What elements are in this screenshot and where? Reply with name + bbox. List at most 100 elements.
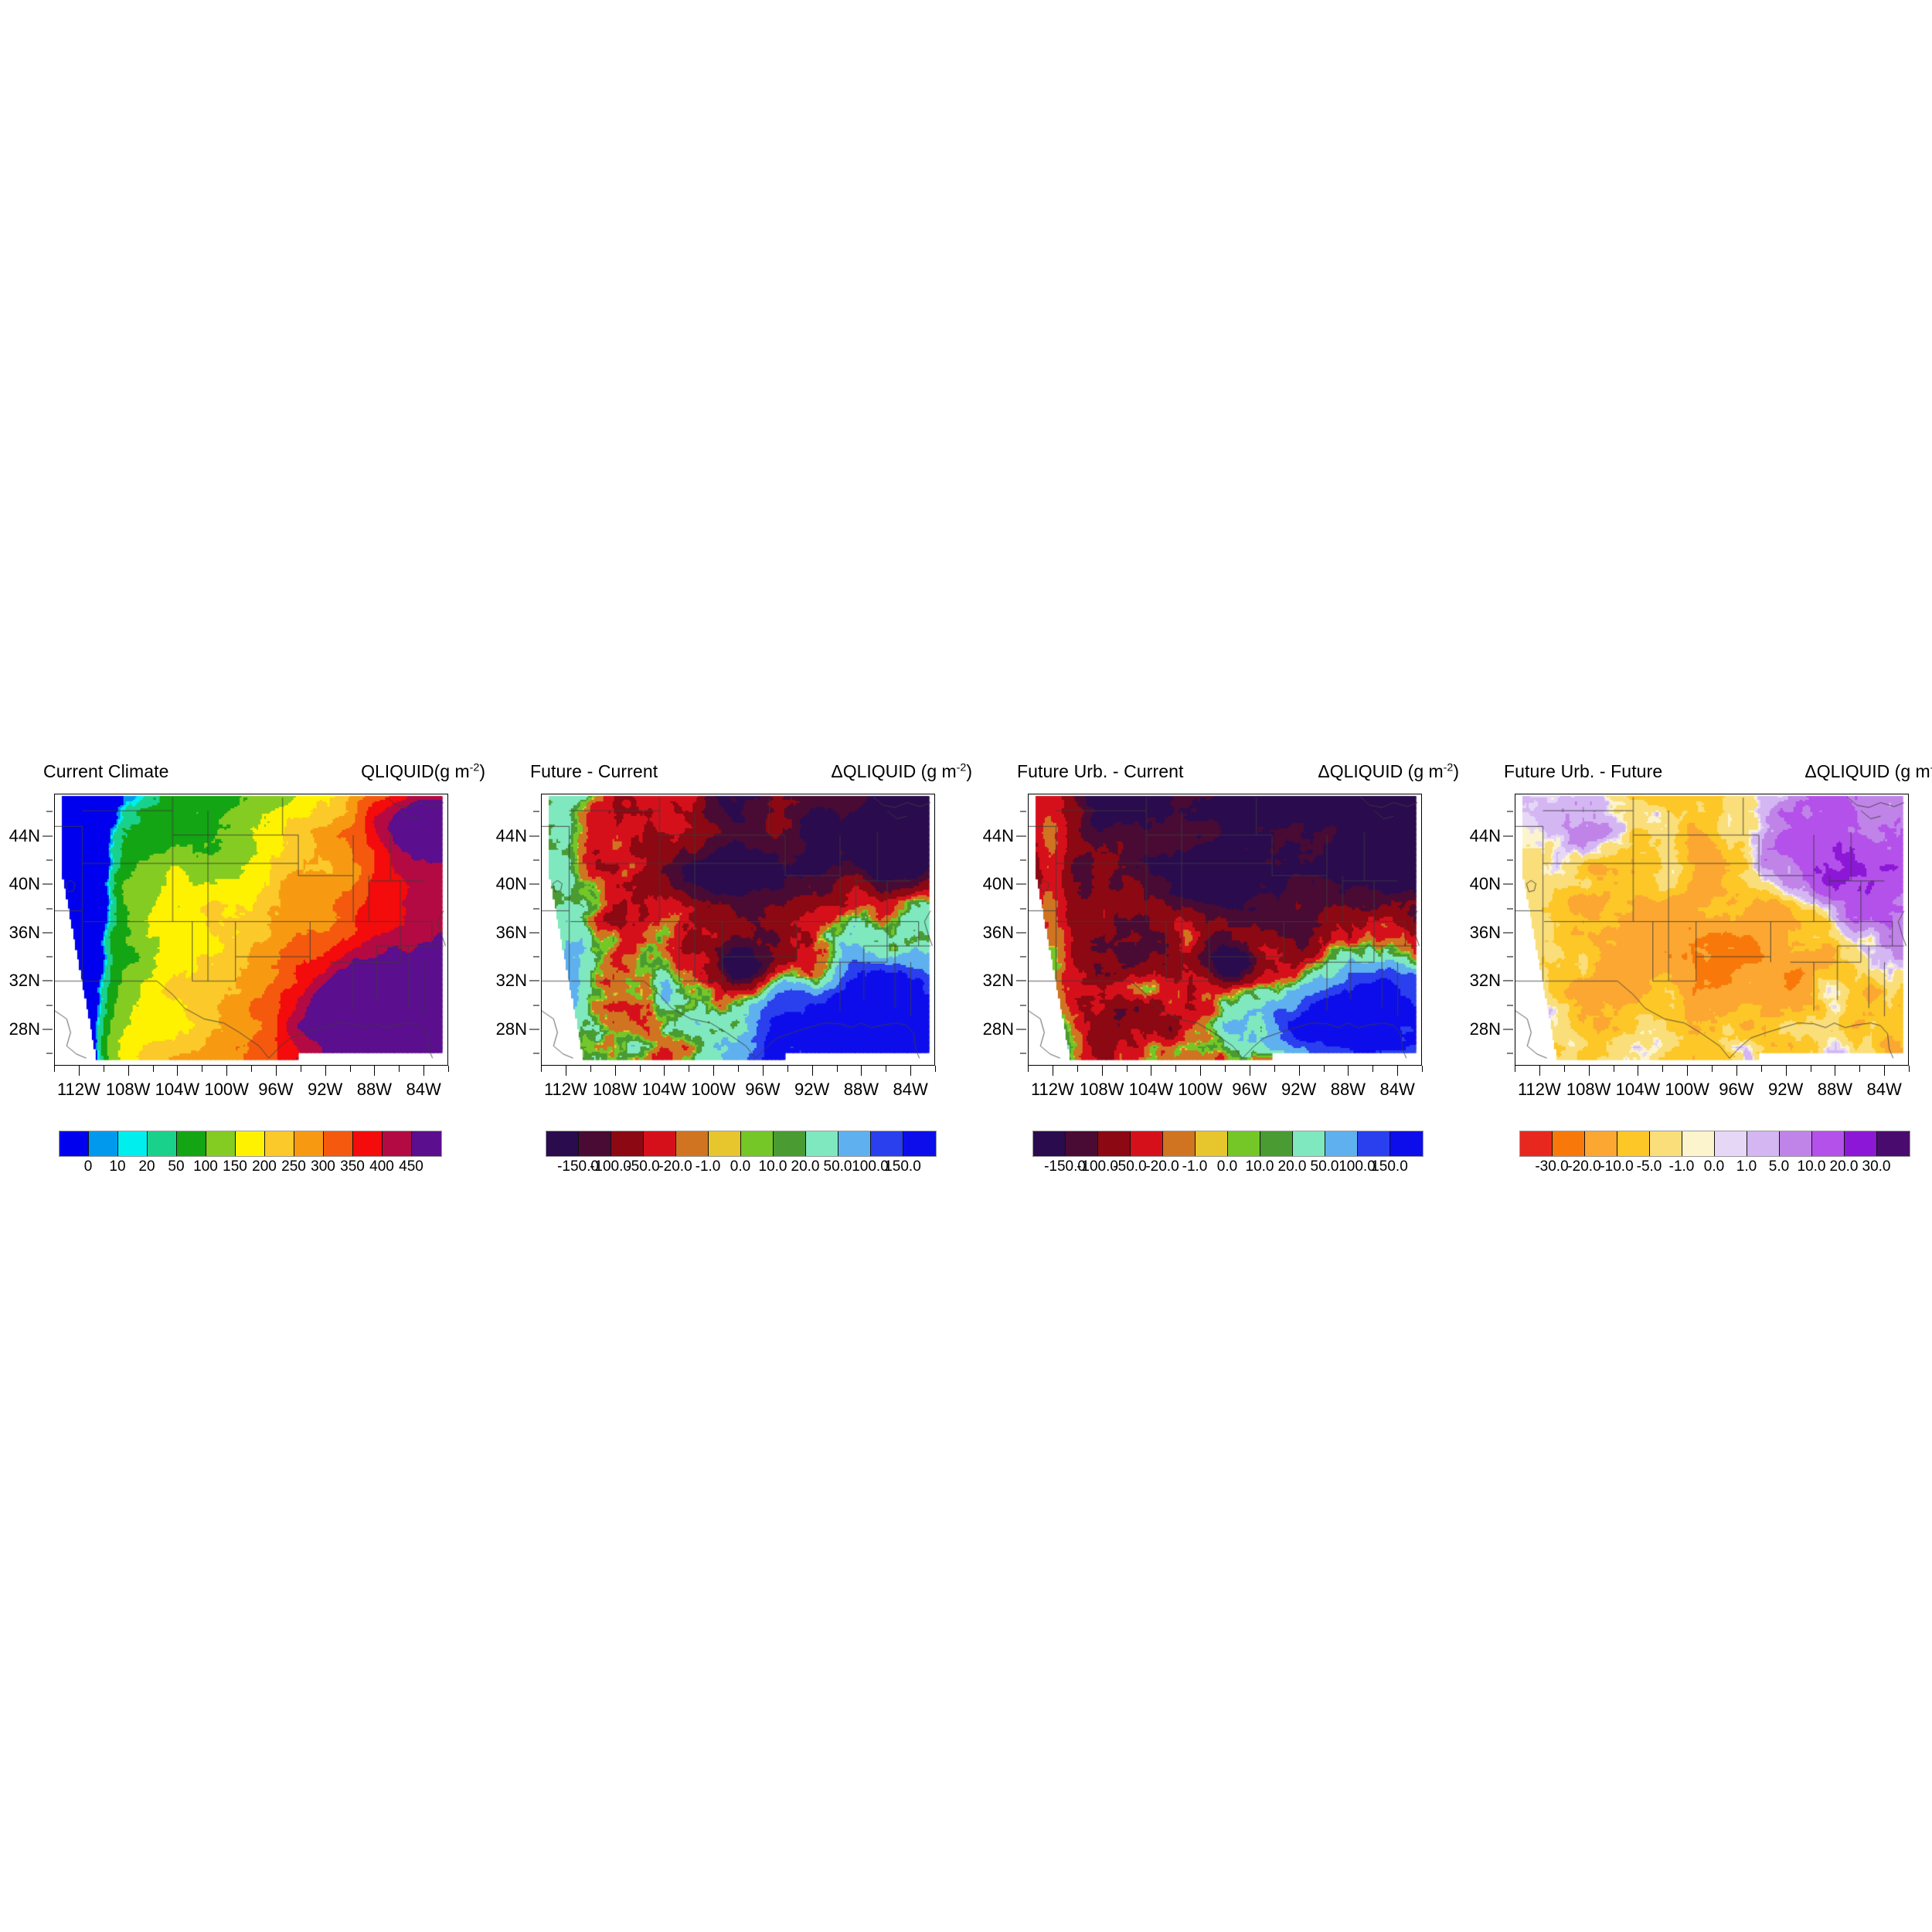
colorbar-segment (1098, 1131, 1131, 1156)
latitude-axis: 44N 40N 36N 32N 28N (1470, 794, 1513, 1066)
colorbar-tick-label: 350 (340, 1158, 365, 1175)
longitude-tick-label: 92W (1281, 1080, 1317, 1099)
colorbar (59, 1131, 442, 1157)
colorbar (1032, 1131, 1423, 1157)
colorbar-tick-label: -1.0 (1668, 1158, 1695, 1175)
colorbar-segment (1877, 1131, 1910, 1156)
colorbar-tick-label: -50.0 (1113, 1158, 1147, 1175)
colorbar-tick-label: -150.0 (1044, 1158, 1086, 1175)
longitude-axis: 112W 108W 104W 100W 96W 92W 88W 84W (1028, 1066, 1423, 1112)
longitude-tick-mark (713, 1066, 715, 1076)
longitude-tick-label: 104W (641, 1080, 687, 1099)
colorbar-segment (148, 1131, 177, 1156)
colorbar-tick-label: -1.0 (1182, 1158, 1208, 1175)
colorbar-segment (1325, 1131, 1358, 1156)
colorbar-tick-label: 150 (223, 1158, 247, 1175)
latitude-minor-tick (1507, 811, 1513, 812)
variable-label-suffix: ) (479, 761, 485, 781)
longitude-minor-tick (152, 1066, 154, 1072)
colorbar-segment (1845, 1131, 1877, 1156)
colorbar-segment (353, 1131, 383, 1156)
colorbar-segment (1715, 1131, 1747, 1156)
latitude-tick-label: 44N (495, 825, 527, 845)
longitude-tick-mark (1348, 1066, 1349, 1076)
longitude-tick-mark (423, 1066, 425, 1076)
colorbar-segment (871, 1131, 903, 1156)
colorbar-segment (774, 1131, 806, 1156)
colorbar-segment (1812, 1131, 1845, 1156)
latitude-tick-label: 40N (1469, 874, 1501, 894)
colorbar-segment (1585, 1131, 1617, 1156)
variable-label-prefix: QLIQUID(g m (361, 761, 470, 781)
panel-variable-label: ΔQLIQUID (g m-2) (1318, 761, 1459, 782)
longitude-tick-label: 96W (1719, 1080, 1754, 1099)
latitude-tick-label: 44N (1469, 825, 1501, 845)
longitude-minor-tick (590, 1066, 591, 1072)
variable-label-prefix: ΔQLIQUID (g m (831, 761, 957, 781)
longitude-minor-tick (1323, 1066, 1325, 1072)
longitude-minor-tick (399, 1066, 400, 1072)
latitude-tick-label: 40N (9, 874, 40, 894)
colorbar-segment (412, 1131, 441, 1156)
variable-label-exponent: -2 (1930, 761, 1932, 774)
colorbar-segment (60, 1131, 89, 1156)
colorbar-segment (741, 1131, 774, 1156)
colorbar-segment (611, 1131, 644, 1156)
longitude-minor-tick (639, 1066, 641, 1072)
latitude-tick-label: 40N (982, 874, 1014, 894)
latitude-tick-mark (1503, 883, 1513, 885)
colorbar-tick-label: -50.0 (626, 1158, 660, 1175)
colorbar-tick-label: 10.0 (758, 1158, 787, 1175)
longitude-tick-mark (275, 1066, 277, 1076)
colorbar-segment (236, 1131, 265, 1156)
longitude-minor-tick (448, 1066, 449, 1072)
colorbar-segment (265, 1131, 294, 1156)
colorbar-tick-label: 20.0 (1277, 1158, 1307, 1175)
variable-label-exponent: -2 (956, 761, 967, 774)
panel-title-left: Future Urb. - Future (1504, 761, 1663, 781)
longitude-tick-label: 112W (56, 1080, 100, 1099)
colorbar-segment (294, 1131, 324, 1156)
colorbar-tick-label: 0.0 (1703, 1158, 1725, 1175)
longitude-minor-tick (935, 1066, 936, 1072)
colorbar-tick-label: 50.0 (823, 1158, 852, 1175)
longitude-tick-label: 92W (308, 1080, 343, 1099)
latitude-tick-label: 28N (982, 1019, 1014, 1039)
colorbar-segment (1682, 1131, 1715, 1156)
longitude-axis: 112W 108W 104W 100W 96W 92W 88W 84W (54, 1066, 449, 1112)
longitude-tick-mark (78, 1066, 80, 1076)
longitude-tick-mark (861, 1066, 862, 1076)
colorbar-tick-label: 20 (138, 1158, 155, 1175)
longitude-minor-tick (1028, 1066, 1029, 1072)
colorbar-segment (709, 1131, 741, 1156)
colorbar-tick-label: -20.0 (1145, 1158, 1179, 1175)
colorbar-segment (838, 1131, 871, 1156)
colorbar-segment (1520, 1131, 1553, 1156)
colorbar-tick-label: 100 (193, 1158, 218, 1175)
latitude-minor-tick (1020, 859, 1026, 861)
colorbar-tick-label: 20.0 (1829, 1158, 1859, 1175)
panel-variable-label: ΔQLIQUID (g m-2) (1804, 761, 1932, 782)
colorbar-segment (1617, 1131, 1650, 1156)
colorbar-tick-label: 30.0 (1862, 1158, 1891, 1175)
colorbar-tick-label: -5.0 (1636, 1158, 1662, 1175)
colorbar-segment (1390, 1131, 1423, 1156)
colorbar-tick-label: 10.0 (1245, 1158, 1274, 1175)
longitude-minor-tick (54, 1066, 55, 1072)
longitude-tick-mark (664, 1066, 665, 1076)
variable-label-exponent: -2 (1443, 761, 1454, 774)
longitude-minor-tick (349, 1066, 351, 1072)
latitude-minor-tick (1020, 908, 1026, 910)
panel-variable-label: ΔQLIQUID (g m-2) (831, 761, 972, 782)
latitude-minor-tick (46, 1053, 53, 1054)
longitude-tick-label: 92W (794, 1080, 830, 1099)
latitude-tick-label: 32N (1469, 971, 1501, 991)
longitude-tick-mark (1588, 1066, 1590, 1076)
latitude-tick-mark (529, 835, 539, 837)
latitude-tick-label: 32N (9, 971, 40, 991)
latitude-tick-mark (1503, 835, 1513, 837)
colorbar-segment (1228, 1131, 1260, 1156)
colorbar-tick-label: 250 (281, 1158, 306, 1175)
longitude-tick-mark (226, 1066, 228, 1076)
